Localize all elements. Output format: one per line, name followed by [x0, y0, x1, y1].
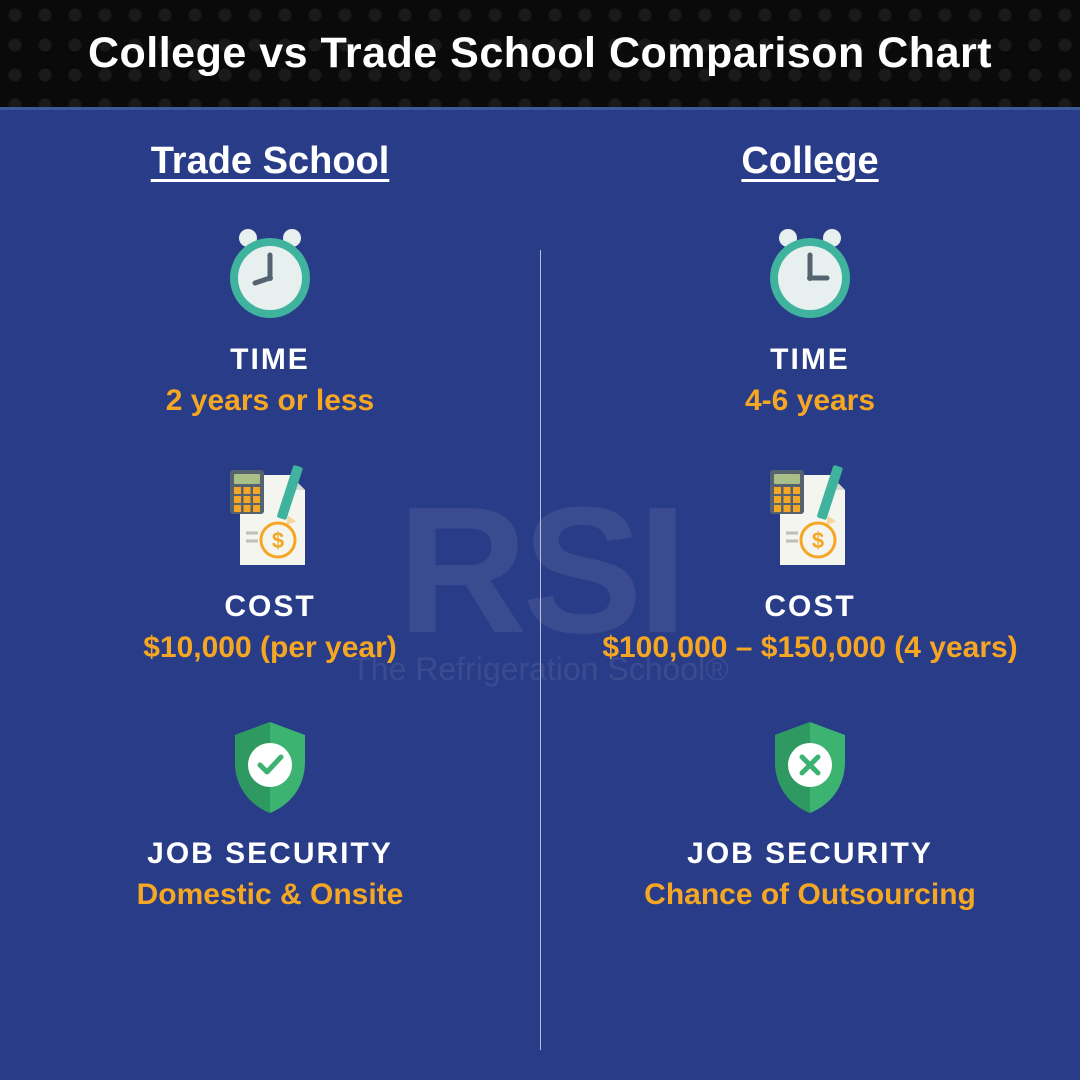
item-time: TIME 4-6 years: [580, 223, 1040, 420]
clock-icon: [220, 223, 320, 323]
item-label: JOB SECURITY: [147, 837, 393, 871]
svg-text:$: $: [812, 528, 824, 553]
cost-icon: $: [220, 470, 320, 570]
column-college: College TIME 4-6 years: [540, 110, 1080, 1080]
svg-text:$: $: [272, 528, 284, 553]
item-value: Chance of Outsourcing: [644, 875, 976, 914]
item-label: TIME: [230, 343, 310, 377]
column-trade-school: Trade School TIME 2 years or less: [0, 110, 540, 1080]
item-label: COST: [764, 590, 855, 624]
item-value: 2 years or less: [166, 381, 375, 420]
item-label: COST: [224, 590, 315, 624]
item-security: JOB SECURITY Domestic & Onsite: [40, 717, 500, 914]
page-title: College vs Trade School Comparison Chart: [88, 29, 992, 78]
item-security: JOB SECURITY Chance of Outsourcing: [580, 717, 1040, 914]
item-value: Domestic & Onsite: [137, 875, 404, 914]
column-header: Trade School: [151, 140, 390, 183]
column-header: College: [741, 140, 878, 183]
page-header: College vs Trade School Comparison Chart: [0, 0, 1080, 110]
shield-x-icon: [765, 717, 855, 817]
shield-check-icon: [225, 717, 315, 817]
item-value: $100,000 – $150,000 (4 years): [602, 628, 1017, 667]
clock-icon: [760, 223, 860, 323]
item-label: TIME: [770, 343, 850, 377]
center-divider: [540, 250, 541, 1050]
item-cost: $ COST $100,000 – $150,000 (4 years): [580, 470, 1040, 667]
item-value: $10,000 (per year): [143, 628, 397, 667]
item-cost: $ COST $10,000 (per year): [40, 470, 500, 667]
comparison-content: RSI The Refrigeration School® Trade Scho…: [0, 110, 1080, 1080]
item-value: 4-6 years: [745, 381, 875, 420]
item-label: JOB SECURITY: [687, 837, 933, 871]
cost-icon: $: [760, 470, 860, 570]
item-time: TIME 2 years or less: [40, 223, 500, 420]
